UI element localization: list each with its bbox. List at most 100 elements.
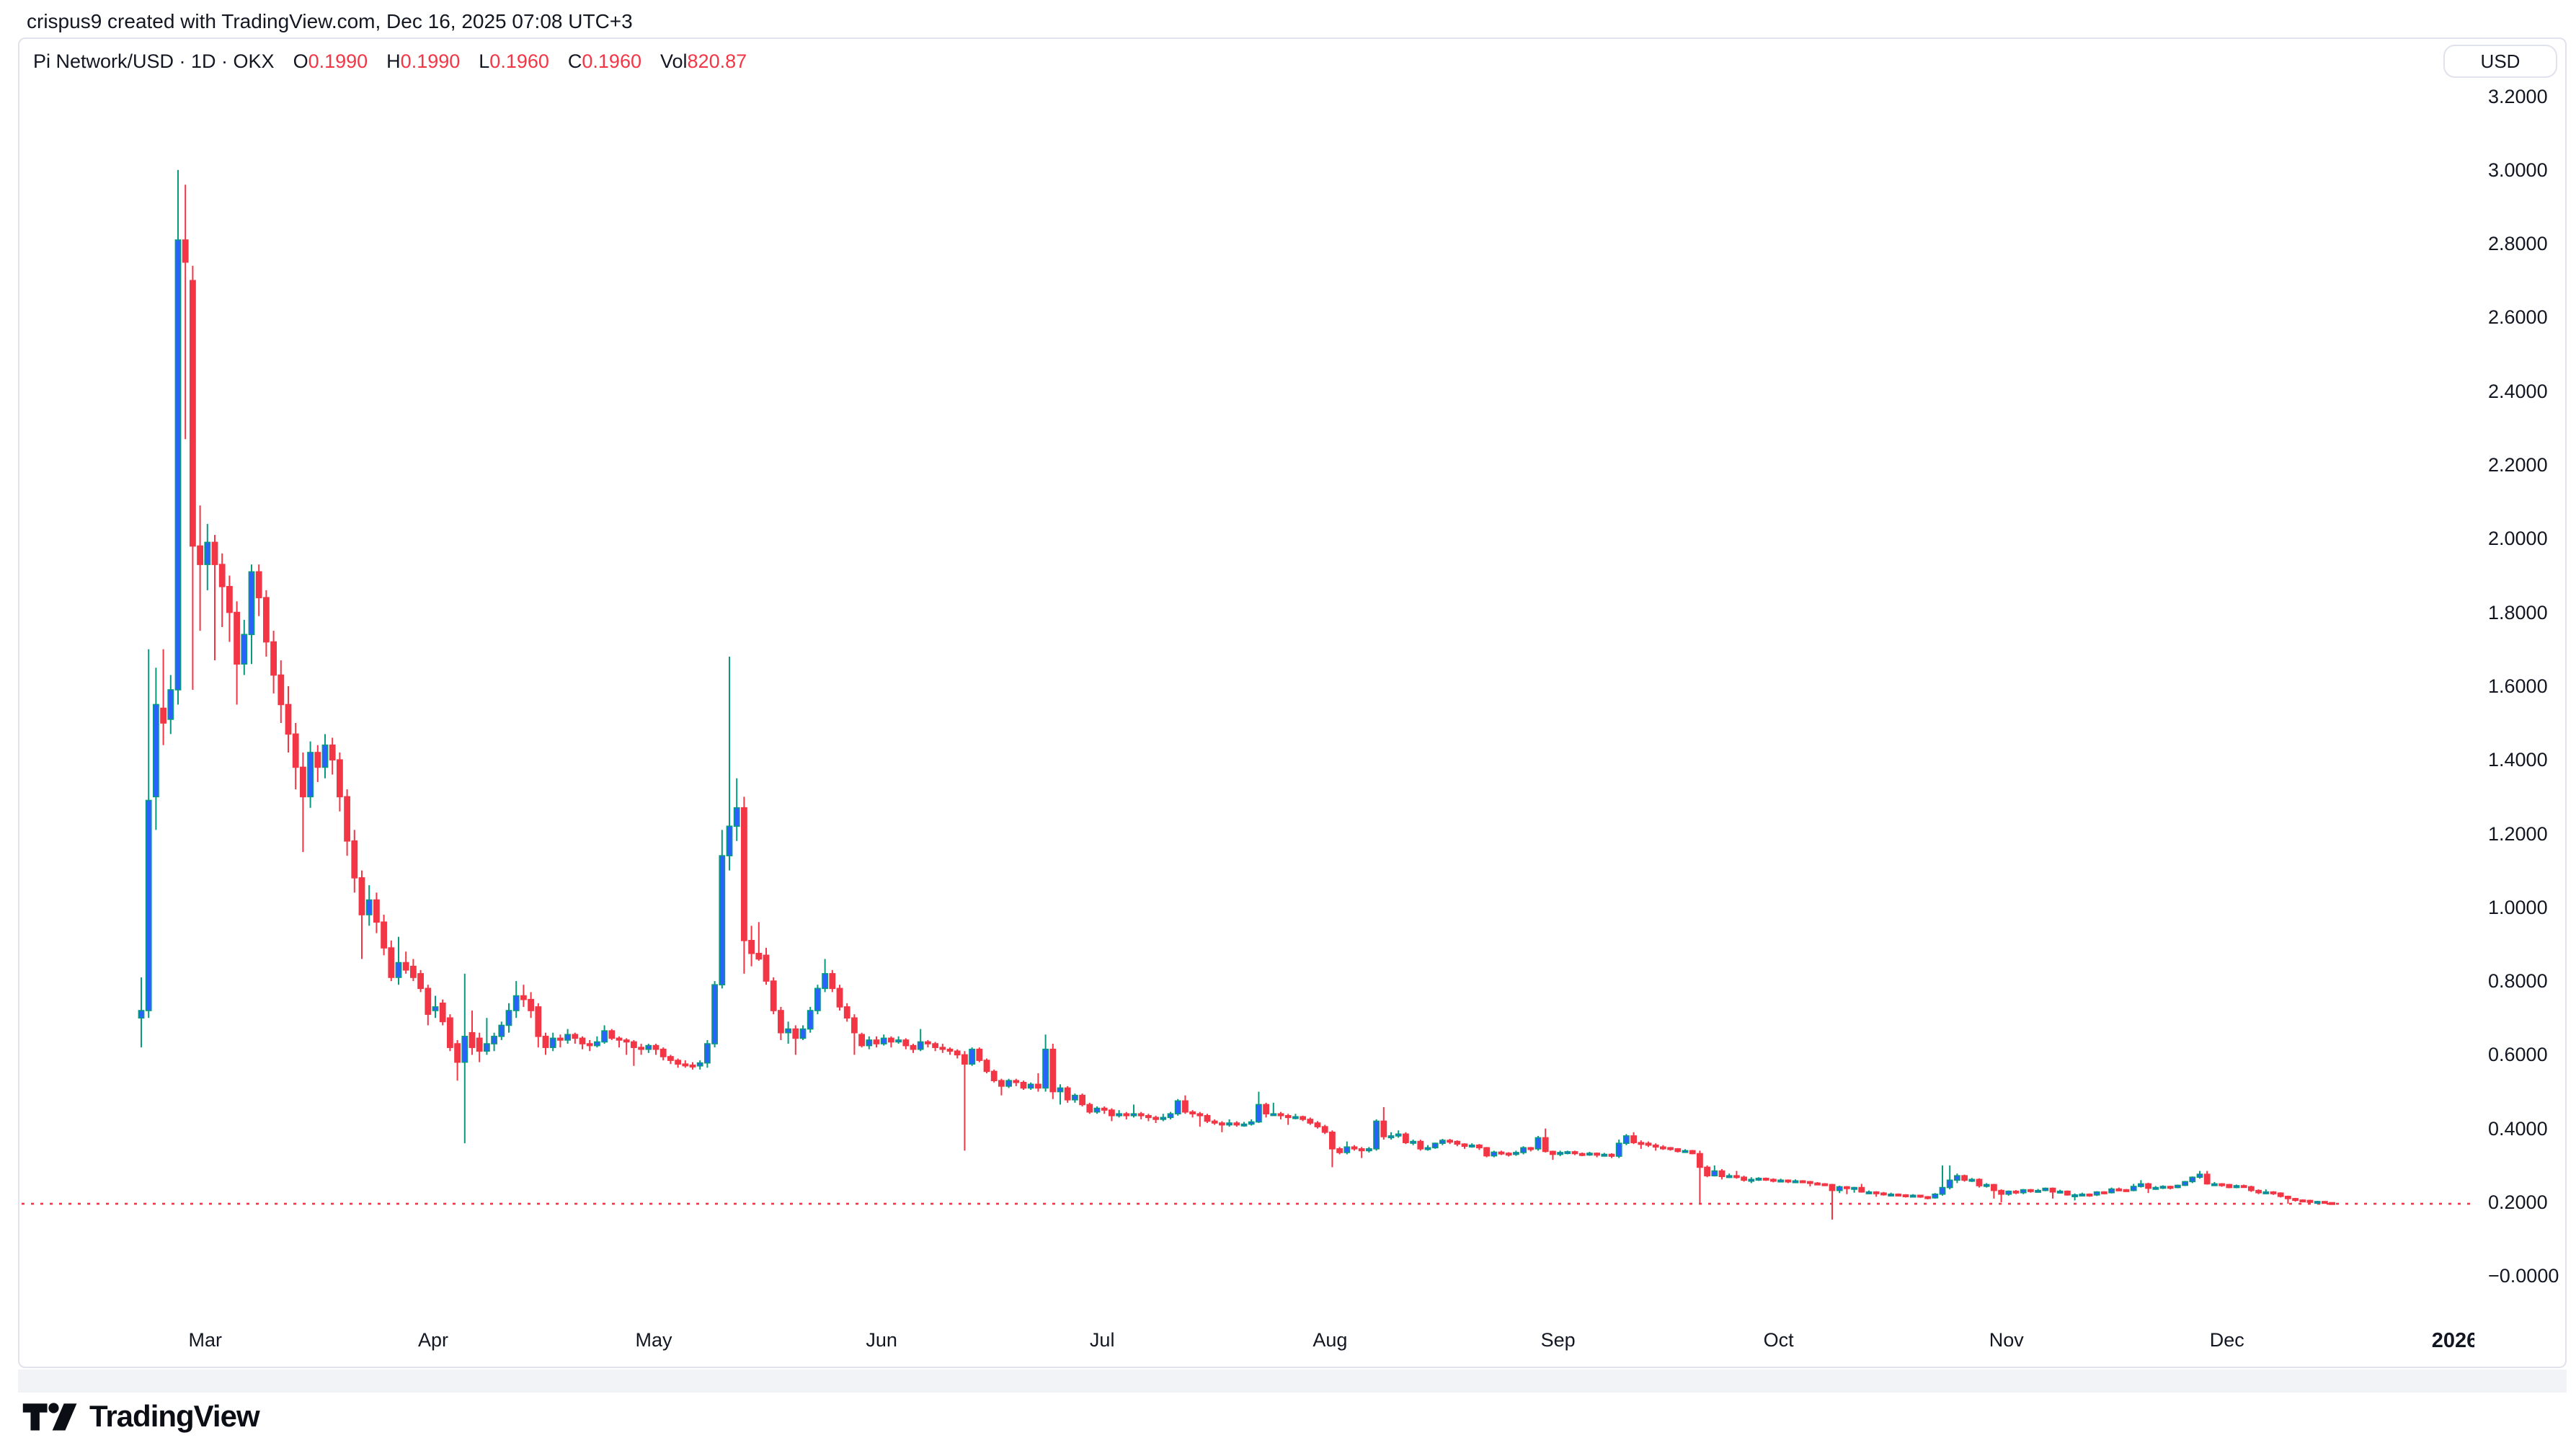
- candle-body: [2175, 1184, 2181, 1189]
- candle-body: [917, 1041, 924, 1050]
- candle-body: [2101, 1191, 2108, 1194]
- candle-body: [1020, 1081, 1027, 1089]
- candle-body: [1130, 1113, 1137, 1117]
- candle-body: [1123, 1113, 1130, 1117]
- candle-body: [1873, 1191, 1880, 1194]
- candle-body: [939, 1047, 946, 1050]
- candle-body: [1550, 1150, 1556, 1155]
- candle-body: [402, 962, 409, 971]
- price-tick-label: −0.0000: [2488, 1265, 2559, 1287]
- candle-body: [1762, 1177, 1769, 1181]
- candle-body: [2226, 1184, 2233, 1189]
- candle-body: [336, 759, 343, 798]
- candle-body: [925, 1041, 931, 1044]
- candle-body: [1586, 1153, 1593, 1156]
- candle-body: [498, 1024, 505, 1037]
- candle-body: [675, 1060, 681, 1065]
- candle-body: [1564, 1151, 1571, 1155]
- currency-axis-button[interactable]: USD: [2443, 45, 2557, 78]
- candle-body: [234, 611, 240, 665]
- candle-body: [748, 940, 755, 954]
- candle-body: [1248, 1121, 1255, 1125]
- candle-body: [2108, 1188, 2115, 1194]
- candle-body: [1424, 1147, 1431, 1150]
- candle-body: [432, 1006, 439, 1011]
- candle-body: [1476, 1144, 1483, 1149]
- candle-body: [189, 280, 196, 547]
- candle-body: [829, 973, 836, 990]
- candle-body: [1380, 1120, 1387, 1137]
- candle-body: [579, 1037, 586, 1044]
- price-tick-label: 2.0000: [2488, 528, 2548, 550]
- candle-body: [528, 998, 534, 1011]
- candle-body: [2314, 1201, 2321, 1204]
- volume-group: Vol820.87: [659, 50, 747, 72]
- candle-body: [145, 799, 152, 1011]
- candle-body: [1321, 1126, 1328, 1133]
- candle-body: [1145, 1114, 1152, 1119]
- tradingview-brand-text: TradingView: [89, 1399, 260, 1433]
- time-axis[interactable]: Mar Apr May Jun Jul Aug Sep Oct Nov Dec 2026: [19, 1325, 2474, 1362]
- candle-body: [1160, 1117, 1167, 1120]
- close-value: 0.1960: [582, 50, 641, 72]
- candle-body: [1946, 1179, 1953, 1189]
- candle-body: [542, 1036, 549, 1048]
- candle-body: [1292, 1116, 1299, 1119]
- candle-body: [711, 984, 718, 1044]
- candle-body: [520, 995, 527, 1000]
- price-tick-label: 1.4000: [2488, 749, 2548, 771]
- candle-body: [226, 585, 233, 613]
- candle-body: [1373, 1120, 1380, 1150]
- candle-body: [1395, 1133, 1402, 1137]
- candle-body: [703, 1043, 711, 1064]
- candle-body: [1513, 1152, 1519, 1155]
- candle-body: [822, 973, 828, 990]
- candle-body: [895, 1039, 902, 1043]
- candle-body: [873, 1039, 880, 1044]
- candle-body: [2233, 1185, 2240, 1189]
- candle-body: [1608, 1153, 1615, 1157]
- candle-body: [623, 1039, 630, 1043]
- candle-body: [1770, 1178, 1777, 1182]
- open-value: 0.1990: [308, 50, 368, 72]
- candle-body: [593, 1041, 600, 1047]
- candle-body: [1932, 1193, 1939, 1199]
- candle-body: [1748, 1178, 1755, 1182]
- price-tick-label: 0.8000: [2488, 970, 2548, 993]
- candle-body: [645, 1044, 652, 1050]
- tradingview-logo[interactable]: TradingView: [22, 1399, 260, 1434]
- candle-body: [1571, 1151, 1578, 1155]
- candle-body: [211, 541, 218, 565]
- candle-body: [2292, 1198, 2299, 1202]
- candle-body: [381, 921, 387, 949]
- candle-body: [307, 752, 314, 798]
- candle-body: [1674, 1148, 1682, 1153]
- candle-body: [799, 1028, 807, 1039]
- candle-body: [2064, 1190, 2071, 1196]
- price-tick-label: 3.0000: [2488, 159, 2548, 181]
- candle-body: [954, 1050, 961, 1056]
- candle-body: [1954, 1175, 1960, 1181]
- candle-body: [321, 744, 329, 768]
- candle-body: [2285, 1196, 2291, 1199]
- candle-body: [1704, 1166, 1710, 1176]
- candle-body: [946, 1048, 954, 1052]
- candle-body: [2306, 1199, 2314, 1203]
- time-tick-label: Jul: [1089, 1329, 1115, 1351]
- candle-body: [1851, 1186, 1857, 1190]
- candle-body: [2248, 1186, 2255, 1191]
- candle-body: [425, 987, 432, 1015]
- candle-body: [1667, 1147, 1674, 1150]
- candle-body: [652, 1044, 659, 1050]
- candle-body: [572, 1034, 579, 1039]
- candle-body: [1711, 1170, 1718, 1176]
- candle-body: [1535, 1137, 1542, 1150]
- candle-body: [719, 855, 726, 986]
- close-group: C0.1960: [567, 50, 641, 72]
- candle-body: [2035, 1189, 2041, 1193]
- candle-body: [174, 239, 182, 691]
- candle-body: [1578, 1153, 1586, 1156]
- candle-body: [1976, 1178, 1983, 1186]
- candle-body: [204, 541, 211, 565]
